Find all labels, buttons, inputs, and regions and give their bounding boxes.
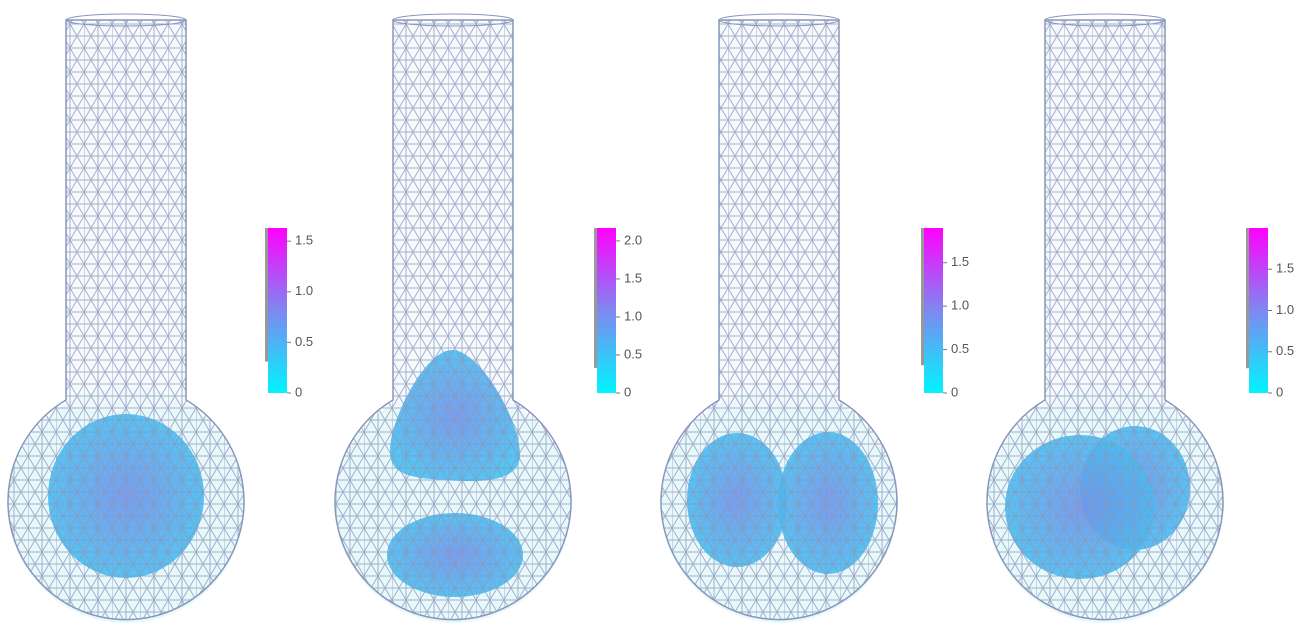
colorbar-range	[594, 228, 597, 368]
figure: 0 0.5 1.0 1.5 0 0.5 1.0 1.5 2.0 0 0.5 1.0 1.5 0 0.5 1.0…	[0, 0, 1306, 628]
colorbar	[924, 228, 943, 393]
colorbar	[597, 228, 616, 393]
panel: 0 0.5 1.0 1.5 2.0	[335, 14, 642, 623]
colorbar-tick-label: 0.5	[295, 334, 313, 349]
colorbar-range	[1246, 228, 1249, 368]
colorbar-tick-label: 1.5	[295, 233, 313, 248]
colorbar-tick-label: 0.5	[624, 346, 642, 361]
colorbar-tick-label: 1.0	[295, 283, 313, 298]
colorbar-range	[921, 228, 924, 365]
colorbar-tick-label: 0	[951, 384, 958, 399]
colorbar	[1249, 228, 1268, 393]
colorbar-tick-label: 1.0	[1276, 302, 1294, 317]
colorbar-tick-label: 0.5	[951, 341, 969, 356]
colorbar	[268, 228, 287, 393]
colorbar-range	[265, 228, 268, 362]
colorbar-tick-label: 2.0	[624, 232, 642, 247]
flask-mesh	[987, 20, 1223, 620]
panel: 0 0.5 1.0 1.5	[661, 14, 969, 623]
colorbar-tick-label: 1.0	[951, 298, 969, 313]
colorbar-tick-label: 1.5	[1276, 261, 1294, 276]
flask-mesh	[335, 20, 571, 620]
colorbar-tick-label: 1.5	[624, 270, 642, 285]
panel: 0 0.5 1.0 1.5	[987, 14, 1294, 623]
flask-mesh	[661, 20, 897, 620]
colorbar-tick-label: 1.5	[951, 254, 969, 269]
colorbar-tick-label: 0	[1276, 384, 1283, 399]
colorbar-tick-label: 0.5	[1276, 343, 1294, 358]
panel: 0 0.5 1.0 1.5	[8, 14, 313, 623]
colorbar-tick-label: 0	[295, 384, 302, 399]
colorbar-tick-label: 0	[624, 384, 631, 399]
flask-mesh	[8, 20, 244, 620]
colorbar-tick-label: 1.0	[624, 308, 642, 323]
